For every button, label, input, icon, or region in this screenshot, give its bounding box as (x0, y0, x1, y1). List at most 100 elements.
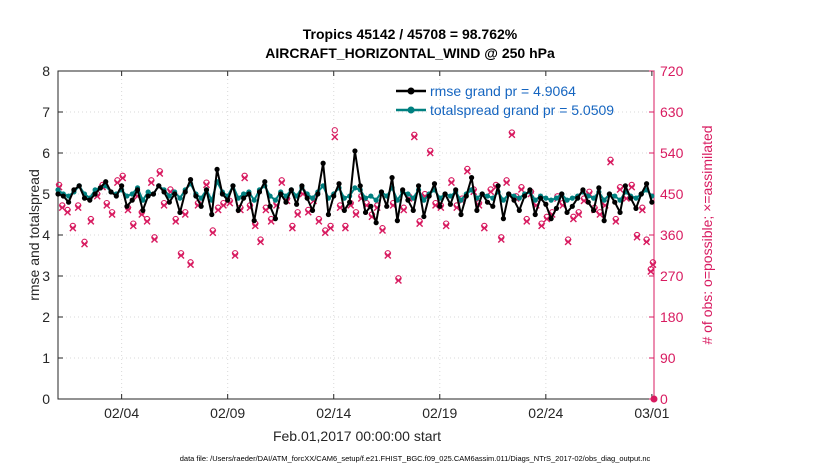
series-point-rmse (129, 197, 135, 203)
series-point-rmse (362, 209, 369, 216)
x-axis-label: Feb.01,2017 00:00:00 start (273, 428, 441, 444)
y-tick-label-right: 360 (660, 227, 684, 243)
obs-assimilated-stroke (251, 222, 259, 230)
series-point-totalspread (564, 197, 570, 203)
obs-assimilated-stroke (288, 224, 296, 232)
series-point-rmse (198, 203, 204, 209)
series-point-rmse (532, 211, 538, 218)
series-point-rmse (76, 183, 82, 189)
obs-assimilated-stroke (643, 238, 651, 246)
series-point-rmse (325, 211, 332, 218)
obs-assimilated-stroke (432, 201, 440, 209)
series-point-rmse (617, 209, 623, 216)
obs-assimilated-stroke (447, 179, 455, 187)
series-layer (55, 148, 655, 226)
obs-assimilated-marker (187, 261, 195, 269)
obs-assimilated-marker (503, 179, 511, 187)
obs-assimilated-marker (607, 158, 615, 166)
series-point-totalspread (177, 195, 183, 201)
obs-assimilated-marker (219, 201, 227, 209)
obs-assimilated-stroke (538, 222, 546, 230)
series-point-rmse (108, 189, 114, 195)
obs-assimilated-stroke (231, 252, 239, 259)
obs-assimilated-stroke (64, 208, 72, 216)
series-point-rmse (182, 189, 188, 195)
series-point-rmse (283, 199, 289, 205)
series-point-rmse (209, 211, 215, 218)
series-point-rmse (500, 216, 507, 222)
y-tick-label-left: 7 (42, 104, 50, 120)
series-point-rmse (511, 197, 517, 203)
series-point-rmse (415, 183, 422, 189)
x-tick-label: 02/19 (422, 405, 457, 421)
series-point-rmse (447, 201, 453, 207)
obs-assimilated-stroke (497, 236, 505, 244)
obs-assimilated-marker (257, 238, 265, 246)
series-point-rmse (601, 218, 607, 224)
obs-assimilated-stroke (202, 181, 210, 189)
x-tick-label: 02/04 (104, 405, 139, 421)
series-point-rmse (643, 181, 650, 187)
obs-assimilated-stroke (219, 201, 227, 209)
series-point-rmse (336, 181, 342, 187)
y-tick-label-left: 1 (42, 350, 50, 366)
series-point-rmse (569, 203, 575, 209)
series-point-rmse (638, 191, 644, 197)
obs-assimilated-marker (649, 261, 657, 269)
series-point-rmse (585, 199, 591, 205)
series-point-totalspread (405, 191, 411, 197)
obs-assimilated-stroke (607, 158, 615, 166)
series-point-rmse (225, 197, 231, 203)
series-point-rmse (203, 187, 210, 193)
obs-assimilated-stroke (463, 167, 471, 175)
series-point-rmse (490, 203, 496, 209)
series-point-totalspread (458, 197, 464, 203)
obs-possible-marker (331, 127, 338, 134)
y-axis-left-label: rmse and totalspread (26, 169, 42, 301)
obs-assimilated-stroke (143, 217, 151, 225)
obs-assimilated-marker (251, 222, 259, 230)
obs-assimilated-stroke (226, 199, 234, 207)
series-point-rmse (140, 207, 146, 213)
obs-assimilated-stroke (384, 252, 392, 259)
series-point-totalspread (166, 193, 172, 199)
y-tick-label-right: 450 (660, 186, 684, 202)
series-point-totalspread (543, 195, 549, 201)
series-point-totalspread (129, 191, 135, 197)
series-point-rmse (71, 187, 77, 193)
chart-title-line1: Tropics 45142 / 45708 = 98.762% (303, 26, 518, 42)
obs-assimilated-stroke (257, 238, 265, 246)
obs-assimilated-marker (416, 220, 424, 228)
obs-assimilated-marker (241, 174, 249, 182)
obs-assimilated-marker (172, 217, 180, 225)
obs-assimilated-stroke (187, 261, 195, 269)
obs-assimilated-marker (129, 222, 137, 230)
obs-assimilated-stroke (517, 185, 525, 193)
obs-assimilated-stroke (638, 206, 646, 214)
obs-assimilated-marker (508, 131, 516, 139)
series-point-rmse (506, 191, 512, 197)
series-point-rmse (484, 199, 491, 205)
obs-assimilated-stroke (181, 211, 189, 218)
obs-assimilated-marker (327, 224, 335, 232)
obs-assimilated-stroke (81, 240, 89, 248)
series-point-totalspread (251, 197, 257, 203)
series-point-totalspread (394, 197, 400, 203)
y-tick-label-right: 90 (660, 350, 676, 366)
y-tick-label-left: 3 (42, 268, 50, 284)
obs-assimilated-marker (517, 185, 525, 193)
grid-layer (58, 71, 654, 399)
series-point-rmse (124, 203, 130, 209)
obs-assimilated-marker (647, 267, 655, 275)
obs-assimilated-marker (64, 208, 72, 216)
obs-assimilated-stroke (108, 211, 116, 218)
obs-assimilated-stroke (400, 206, 408, 214)
series-point-rmse (394, 218, 400, 224)
series-point-rmse (373, 220, 379, 226)
series-point-rmse (368, 203, 374, 209)
series-point-rmse (522, 193, 528, 199)
series-point-rmse (331, 193, 337, 199)
series-point-rmse (267, 203, 273, 209)
series-point-rmse (479, 191, 485, 197)
